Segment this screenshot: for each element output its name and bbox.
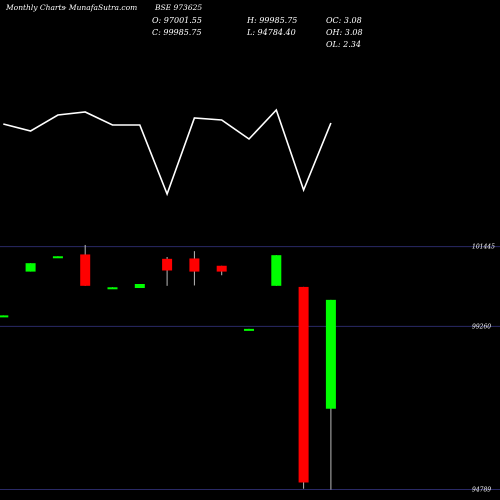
candle-body [0,315,9,318]
symbol-label: BSE 973625 [155,3,203,12]
candle-body [325,299,336,409]
candle-body [216,265,227,272]
y-tick-label: 99260 [472,323,491,330]
candle-body [162,258,173,271]
open-value: O: 97001.55 [152,16,202,25]
candle-body [271,255,282,286]
oc-value: OC: 3.08 [326,16,362,25]
high-value: H: 99985.75 [247,16,298,25]
candle-body [134,284,145,289]
y-tick-label: 94789 [472,486,491,493]
chart-period-label: Monthly Charts [6,3,66,12]
candle-body [52,256,63,259]
oh-value: OH: 3.08 [326,28,363,37]
candle-body [298,286,309,483]
candle-body [189,258,200,272]
low-value: L: 94784.40 [247,28,296,37]
ol-value: OL: 2.34 [326,40,361,49]
candle-body [80,254,91,286]
close-value: C: 99985.75 [152,28,202,37]
price-line [3,108,332,197]
candle-body [107,287,118,290]
candle-body [25,263,36,272]
source-label: - MunafaSutra.com [64,3,138,12]
candle-body [244,328,254,331]
y-tick-label: 101445 [472,244,495,251]
